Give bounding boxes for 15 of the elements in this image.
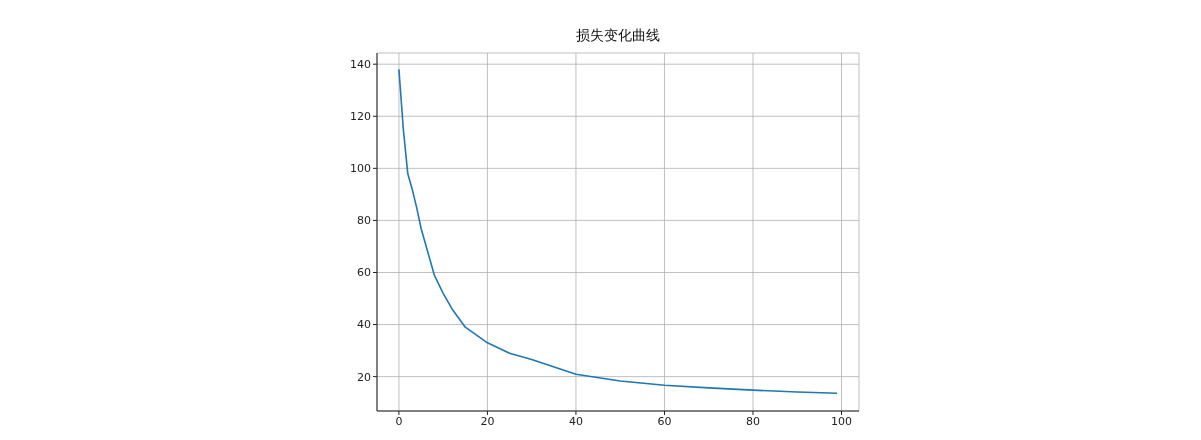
- x-tick-label: 60: [657, 414, 672, 428]
- y-tick-label: 140: [350, 58, 371, 72]
- y-tick-label: 120: [350, 110, 371, 124]
- y-tick-label: 60: [357, 266, 371, 280]
- x-tick-label: 40: [568, 414, 583, 428]
- x-tick-label: 100: [831, 414, 853, 428]
- x-tick-label: 20: [480, 414, 495, 428]
- line-series: [398, 68, 838, 395]
- chart-title: 损失变化曲线: [575, 27, 661, 45]
- x-tick-label: 80: [746, 414, 760, 428]
- x-tick-label: 0: [395, 414, 403, 428]
- y-tick-label: 80: [357, 214, 371, 228]
- y-tick-label: 100: [350, 162, 371, 176]
- y-tick-label: 40: [357, 318, 371, 332]
- y-tick-label: 20: [357, 370, 371, 384]
